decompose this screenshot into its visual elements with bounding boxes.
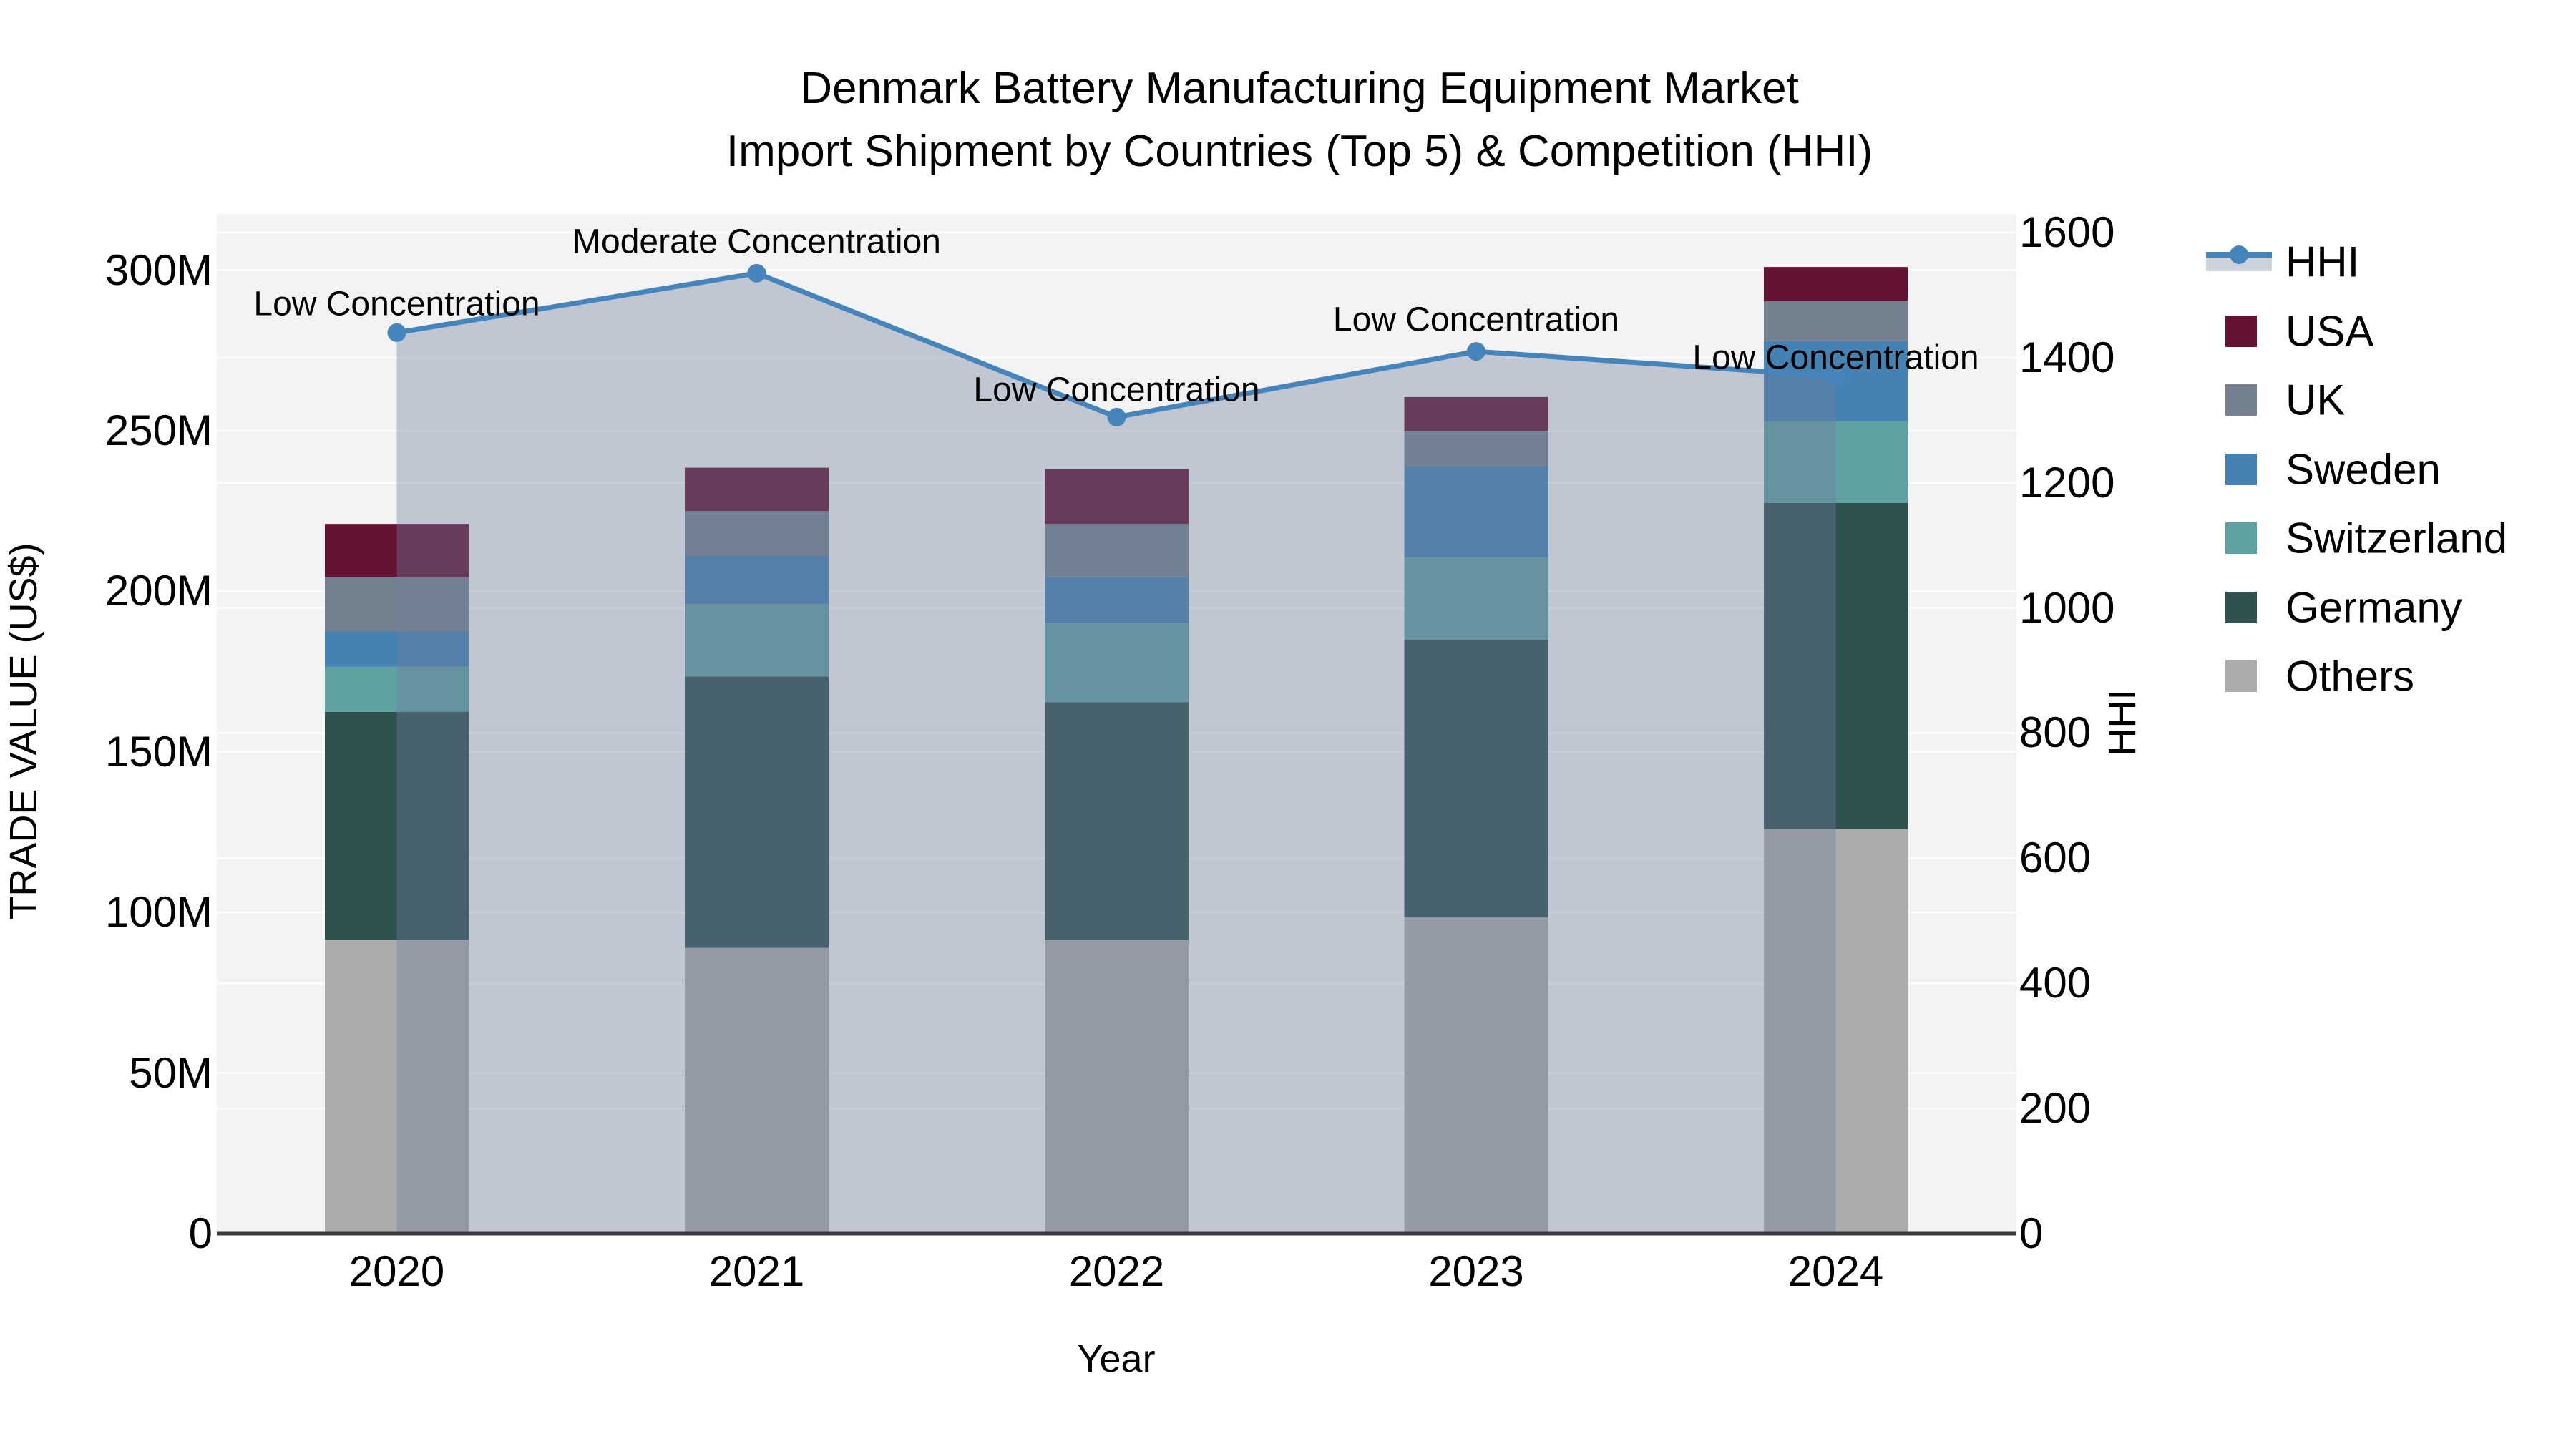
legend-swatch-uk — [2225, 384, 2257, 416]
legend-item-uk: UK — [2190, 375, 2576, 425]
bar-segment-2021-uk — [685, 511, 829, 557]
annotation-2020: Low Concentration — [253, 285, 540, 323]
legend: HHI USA UK Sweden Switzerland Germany Others — [2190, 229, 2576, 716]
y-right-tick-800: 800 — [2019, 708, 2092, 757]
bar-segment-2020-usa — [325, 524, 469, 577]
hhi-marker-2021 — [747, 263, 766, 283]
legend-label-usa: USA — [2285, 307, 2374, 356]
y-right-tick-1600: 1600 — [2019, 208, 2115, 256]
bar-segment-2023-others — [1404, 917, 1548, 1234]
legend-label-germany: Germany — [2285, 583, 2462, 632]
x-tick-2024: 2024 — [1787, 1247, 1884, 1295]
bar-segment-2023-germany — [1404, 639, 1548, 917]
y-left-tick-0: 0 — [188, 1209, 213, 1257]
legend-label-others: Others — [2285, 652, 2415, 701]
bar-segment-2023-sweden — [1404, 466, 1548, 558]
hhi-line-dot-icon — [2230, 245, 2248, 264]
y-right-tick-1000: 1000 — [2019, 583, 2115, 632]
legend-swatch-sweden — [2225, 454, 2257, 485]
y-left-tick-50M: 50M — [129, 1048, 213, 1097]
bar-segment-2021-others — [685, 947, 829, 1234]
annotation-2022: Low Concentration — [973, 371, 1260, 409]
bar-segment-2022-others — [1045, 940, 1189, 1234]
y-left-tick-150M: 150M — [104, 727, 213, 776]
legend-label-uk: UK — [2285, 376, 2346, 424]
legend-item-germany: Germany — [2190, 582, 2576, 633]
bar-segment-2022-usa — [1045, 469, 1189, 525]
x-tick-2020: 2020 — [348, 1247, 445, 1295]
x-axis-label: Year — [1077, 1337, 1156, 1380]
legend-item-hhi: HHI — [2190, 237, 2576, 287]
hhi-line-legend-icon — [2206, 245, 2272, 273]
bar-segment-2024-uk — [1764, 301, 1908, 341]
bar-segment-2022-germany — [1045, 702, 1189, 940]
y-left-tick-300M: 300M — [104, 245, 213, 294]
legend-swatch-others — [2225, 660, 2257, 692]
y-left-tick-100M: 100M — [104, 888, 213, 937]
hhi-marker-2020 — [387, 323, 406, 342]
y-left-tick-250M: 250M — [104, 406, 213, 454]
bar-segment-2024-others — [1764, 829, 1908, 1234]
y-axis-label-right: HHI — [2101, 689, 2144, 756]
legend-label-hhi: HHI — [2285, 238, 2360, 286]
legend-swatch-usa — [2225, 316, 2257, 347]
hhi-area-fill — [396, 273, 1836, 1234]
y-right-tick-200: 200 — [2019, 1084, 2092, 1133]
bar-segment-2020-others — [325, 940, 469, 1234]
bar-segment-2024-germany — [1764, 502, 1908, 829]
bar-segment-2021-germany — [685, 676, 829, 948]
y-right-tick-0: 0 — [2019, 1209, 2044, 1257]
legend-item-usa: USA — [2190, 306, 2576, 356]
x-tick-2021: 2021 — [708, 1247, 805, 1295]
x-tick-2022: 2022 — [1068, 1247, 1165, 1295]
y-right-tick-1400: 1400 — [2019, 333, 2115, 381]
hhi-marker-2024 — [1826, 367, 1845, 386]
chart-title: Denmark Battery Manufacturing Equipment … — [726, 57, 1873, 183]
bar-segment-2023-uk — [1404, 431, 1548, 467]
y-right-tick-400: 400 — [2019, 959, 2092, 1008]
bar-segment-2021-switzerland — [685, 604, 829, 677]
bar-segment-2023-usa — [1404, 396, 1548, 431]
hhi-marker-2023 — [1467, 342, 1485, 361]
bar-segment-2024-switzerland — [1764, 421, 1908, 503]
bar-segment-2023-switzerland — [1404, 557, 1548, 640]
annotation-2023: Low Concentration — [1332, 301, 1620, 339]
y-left-tick-200M: 200M — [104, 567, 213, 615]
bar-segment-2022-uk — [1045, 524, 1189, 577]
chart-title-line1: Denmark Battery Manufacturing Equipment … — [800, 64, 1799, 113]
legend-item-switzerland: Switzerland — [2190, 513, 2576, 563]
y-right-tick-600: 600 — [2019, 834, 2092, 882]
legend-label-switzerland: Switzerland — [2285, 514, 2508, 562]
bar-segment-2022-sweden — [1045, 577, 1189, 624]
bar-segment-2020-uk — [325, 577, 469, 632]
bar-segment-2022-switzerland — [1045, 623, 1189, 703]
legend-label-sweden: Sweden — [2285, 445, 2441, 494]
legend-item-sweden: Sweden — [2190, 444, 2576, 494]
chart-title-line2: Import Shipment by Countries (Top 5) & C… — [726, 127, 1873, 176]
legend-item-others: Others — [2190, 651, 2576, 701]
bar-segment-2021-usa — [685, 467, 829, 512]
legend-swatch-germany — [2225, 592, 2257, 623]
y-right-tick-1200: 1200 — [2019, 458, 2115, 507]
annotation-2024: Low Concentration — [1692, 338, 1979, 377]
hhi-marker-2022 — [1107, 407, 1126, 426]
legend-swatch-switzerland — [2225, 522, 2257, 554]
plot-canvas — [217, 231, 2016, 1236]
bar-segment-2021-sweden — [685, 556, 829, 605]
bar-segment-2020-sweden — [325, 631, 469, 667]
bar-segment-2024-usa — [1764, 267, 1908, 301]
bar-segment-2020-switzerland — [325, 666, 469, 712]
x-tick-2023: 2023 — [1428, 1247, 1524, 1295]
annotation-2021: Moderate Concentration — [572, 223, 941, 261]
bar-segment-2020-germany — [325, 711, 469, 940]
